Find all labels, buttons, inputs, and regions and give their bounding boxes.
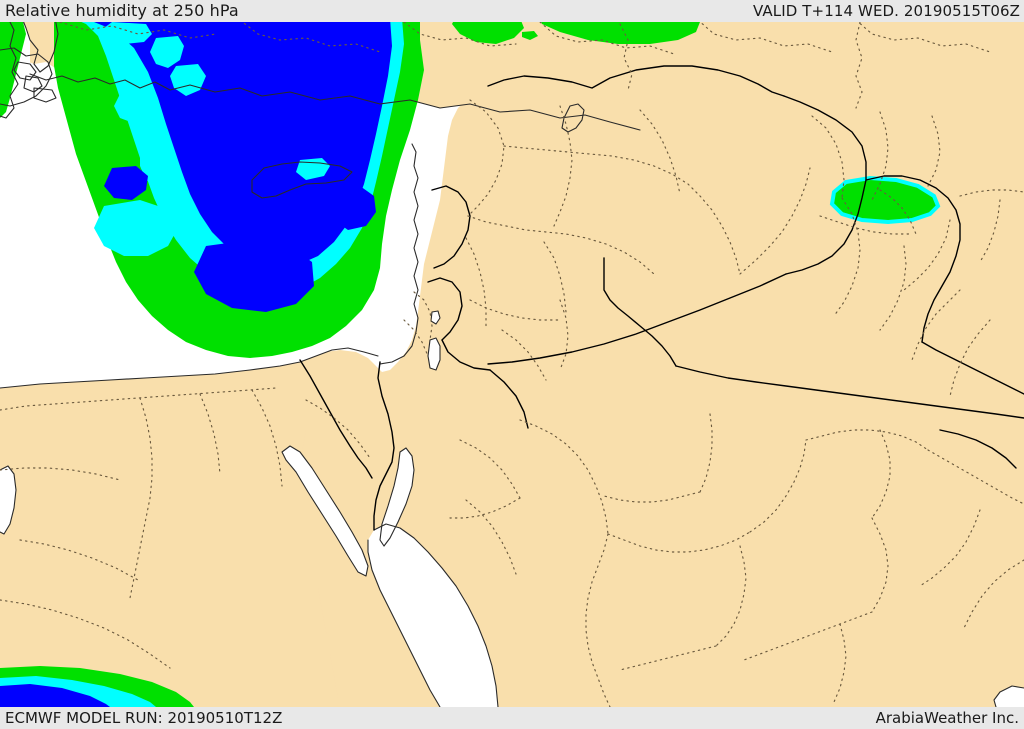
landmass-layer xyxy=(0,18,1024,707)
water-gulf-of-aqaba xyxy=(380,448,414,546)
water-gulf-of-suez xyxy=(282,446,368,576)
province-border-layer xyxy=(0,19,1024,708)
provider-credit-label: ArabiaWeather Inc. xyxy=(875,709,1019,727)
land-greece-peninsula xyxy=(22,18,58,72)
header-bar: Relative humidity at 250 hPa VALID T+114… xyxy=(0,0,1024,22)
water-red-sea xyxy=(368,524,498,707)
page-title: Relative humidity at 250 hPa xyxy=(5,1,239,20)
land-egypt xyxy=(0,356,340,707)
country-border-layer xyxy=(299,65,1024,531)
water-dead-sea xyxy=(428,338,440,370)
model-run-label: ECMWF MODEL RUN: 20190510T12Z xyxy=(5,709,283,727)
footer-bar: ECMWF MODEL RUN: 20190510T12Z ArabiaWeat… xyxy=(0,707,1024,729)
water-lake-nasser xyxy=(0,466,16,534)
valid-time-label: VALID T+114 WED. 20190515T06Z xyxy=(753,2,1020,20)
coastline-layer xyxy=(0,17,1024,708)
